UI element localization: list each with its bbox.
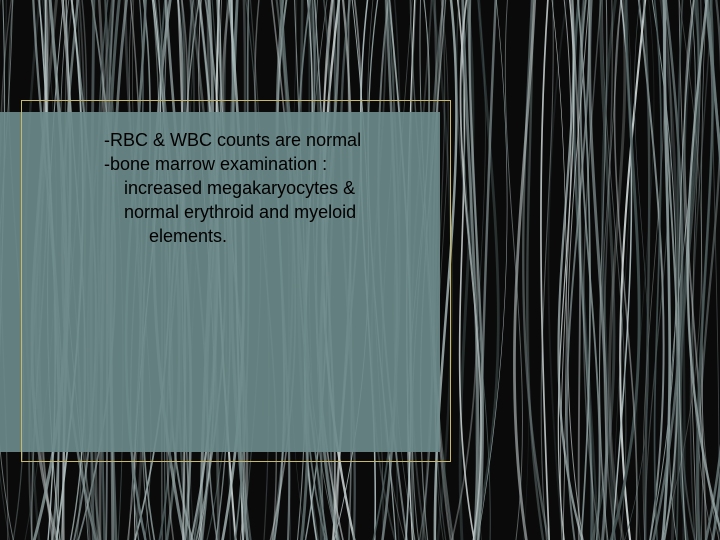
slide-text: -RBC & WBC counts are normal -bone marro… bbox=[104, 128, 361, 248]
text-line-2: increased megakaryocytes & bbox=[104, 176, 361, 200]
text-line-4: elements. bbox=[104, 224, 361, 248]
text-line-0: -RBC & WBC counts are normal bbox=[104, 128, 361, 152]
text-line-3: normal erythroid and myeloid bbox=[104, 200, 361, 224]
text-line-1: -bone marrow examination : bbox=[104, 152, 361, 176]
